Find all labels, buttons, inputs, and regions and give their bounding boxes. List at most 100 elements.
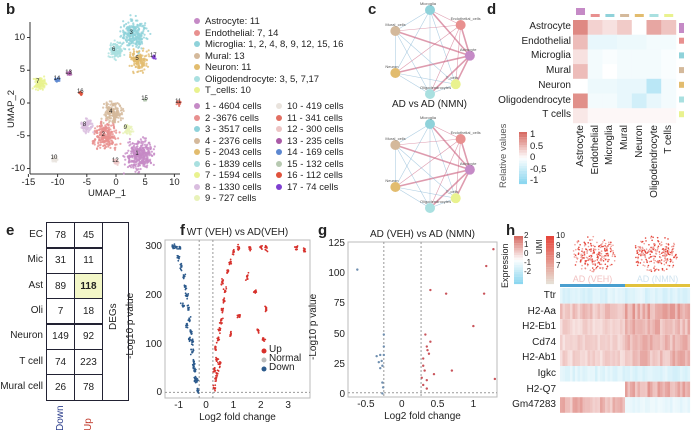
- table-row-label: Oli: [30, 304, 43, 316]
- heatmap-stripe: [635, 381, 638, 398]
- umap-point-cluster-5: [128, 64, 131, 67]
- expression-umap-point: [608, 241, 610, 244]
- point-up: [221, 317, 224, 320]
- heatmap-stripe: [635, 319, 638, 335]
- heatmap-stripe: [645, 397, 648, 413]
- heatmap-cell: [631, 49, 647, 65]
- umap-point-cluster-5: [141, 71, 145, 74]
- heatmap-row-label: Mural: [545, 65, 571, 77]
- legend-item: Microglia: 1, 2, 4, 8, 9, 12, 15, 16: [194, 39, 343, 51]
- expression-umap-point: [644, 255, 646, 257]
- heatmap-stripe: [620, 350, 623, 366]
- heatmap-stripe: [665, 319, 668, 335]
- umap-point-cluster-7: [37, 80, 40, 83]
- umap-point-cluster-7: [43, 82, 47, 85]
- point-up: [228, 263, 231, 266]
- umap-point-cluster-8: [91, 122, 94, 125]
- umap-point-cluster-5: [140, 66, 143, 69]
- point-up: [472, 324, 475, 328]
- heatmap-stripe: [665, 303, 668, 320]
- network-edge: [395, 144, 456, 199]
- heatmap-stripe: [610, 397, 613, 413]
- point-up: [303, 248, 306, 251]
- point-up: [222, 288, 225, 291]
- expression-umap-point: [640, 240, 642, 243]
- expression-umap-point: [584, 263, 586, 265]
- heatmap-stripe: [575, 366, 578, 382]
- point-up: [221, 322, 223, 324]
- heatmap-stripe: [635, 397, 638, 413]
- umap-point-cluster-2: [104, 119, 108, 122]
- umap-point-cluster-2: [100, 120, 103, 123]
- umap-point-cluster-6: [115, 46, 118, 49]
- heatmap-stripe: [640, 397, 643, 413]
- heatmap-stripe: [600, 288, 603, 304]
- table-row-label: Mic: [27, 254, 43, 266]
- umap-point-cluster-6: [113, 39, 116, 42]
- colorbar-tick: 1: [530, 129, 536, 140]
- network-edge: [429, 55, 471, 95]
- umap-point-cluster-1: [141, 140, 145, 144]
- umap-point-cluster-3: [136, 32, 139, 36]
- network-edge: [429, 24, 461, 95]
- heatmap-cell: [617, 20, 633, 35]
- expression-colorbar-segment: [514, 260, 523, 263]
- point-down: [184, 292, 187, 295]
- expression-umap-point: [653, 257, 655, 260]
- heatmap-stripe: [577, 303, 581, 320]
- umap-point-cluster-9: [122, 132, 125, 135]
- umap-point-cluster-1: [140, 149, 143, 152]
- umap-point-cluster-2: [102, 139, 105, 143]
- heatmap-stripe: [662, 319, 666, 335]
- heatmap-stripe: [615, 381, 618, 398]
- legend-label: Up: [269, 344, 282, 355]
- legend-label: Normal: [269, 353, 302, 364]
- point-down: [174, 246, 178, 249]
- heatmap-stripe: [620, 366, 623, 382]
- heatmap-stripe: [655, 303, 658, 320]
- point-up: [492, 248, 495, 251]
- heatmap-stripe: [640, 303, 643, 320]
- umap-point-cluster-5: [145, 59, 149, 62]
- umap-point-cluster-2: [104, 144, 107, 147]
- umap-point-cluster-1: [136, 145, 139, 148]
- umap-point-cluster-12: [116, 160, 120, 164]
- legend-swatch: [194, 195, 200, 202]
- umap-point-cluster-2: [114, 129, 118, 132]
- umap-point-cluster-3: [125, 40, 129, 44]
- point-up: [216, 374, 219, 377]
- umap-point-cluster-3: [135, 26, 138, 29]
- heatmap-stripe: [610, 366, 613, 382]
- point-up: [425, 387, 428, 390]
- heatmap-stripe: [570, 381, 573, 398]
- umap-point-cluster-1: [148, 158, 152, 161]
- point-up: [425, 378, 428, 382]
- expression-colorbar-segment: [514, 243, 523, 246]
- expression-umap-point: [664, 245, 667, 248]
- heatmap-cell: [573, 93, 588, 109]
- heatmap-stripe: [590, 288, 593, 304]
- legend-swatch: [194, 41, 200, 48]
- heatmap-stripe: [637, 366, 641, 382]
- umap-point-cluster-1: [149, 161, 153, 165]
- umap-point-cluster-3: [149, 32, 152, 36]
- row-annotation-bar: [679, 37, 684, 44]
- umap-point-cluster-7: [40, 77, 43, 80]
- umap-point-cluster-6: [109, 48, 112, 51]
- heatmap-stripe: [625, 381, 628, 398]
- heatmap-stripe: [622, 366, 626, 382]
- heatmap-stripe: [657, 366, 661, 382]
- heatmap-stripe: [617, 288, 621, 304]
- heatmap-stripe: [687, 319, 691, 335]
- umap-point-cluster-4: [105, 109, 108, 112]
- expression-umap-point: [612, 253, 614, 256]
- point-down: [379, 353, 382, 357]
- expression-umap-point: [665, 261, 668, 264]
- heatmap-stripe: [560, 288, 563, 304]
- heatmap-stripe: [590, 303, 593, 320]
- gene-label: H2-Ab1: [522, 352, 556, 364]
- heatmap-stripe: [680, 334, 683, 351]
- point-up: [221, 311, 224, 314]
- umap-point-cluster-8: [84, 124, 87, 128]
- colorbar-segment: [519, 176, 527, 179]
